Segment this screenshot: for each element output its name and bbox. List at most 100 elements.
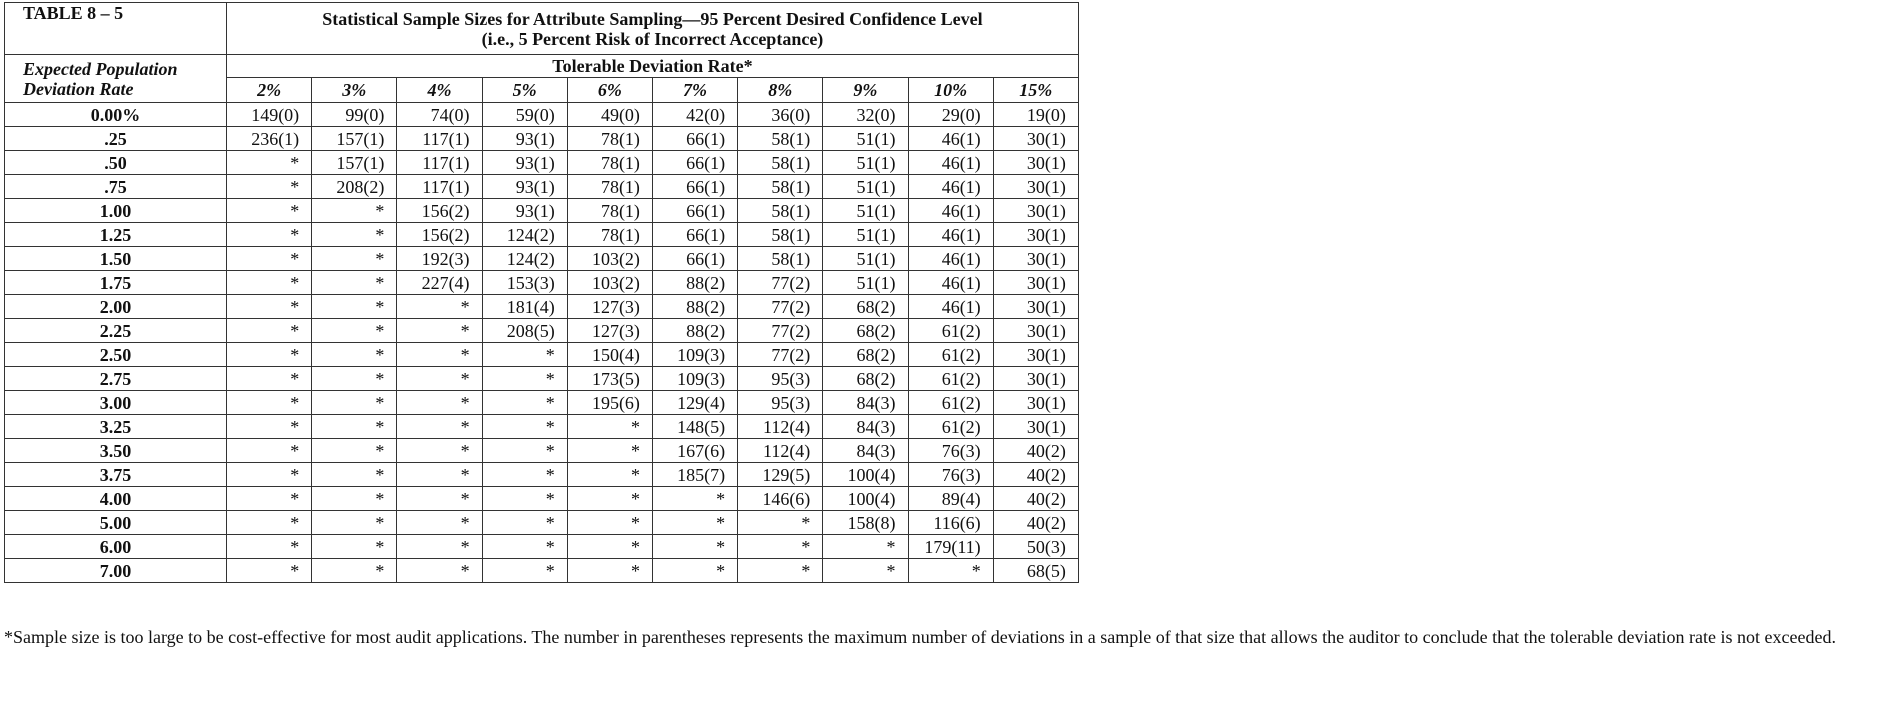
cell: 208(5): [481, 318, 568, 343]
data-row: 5.00 * * * * * * * 158(8) 116(6) 40(2): [4, 510, 1079, 535]
cell: *: [396, 390, 483, 415]
row-label: 2.50: [4, 342, 227, 367]
cell: 40(2): [992, 438, 1079, 463]
cell: *: [225, 150, 313, 175]
cell: 66(1): [651, 198, 739, 223]
row-label: 1.75: [4, 270, 227, 295]
cell: 58(1): [737, 198, 824, 223]
cell: 66(1): [651, 126, 739, 151]
data-row: 3.75 * * * * * 185(7) 129(5) 100(4) 76(3) 40(2): [4, 462, 1079, 487]
cell: *: [481, 390, 568, 415]
row-label: 3.75: [4, 462, 227, 487]
cell: *: [311, 366, 398, 391]
cell: *: [651, 534, 739, 559]
cell: 149(0): [225, 102, 313, 127]
cell: 30(1): [992, 366, 1079, 391]
row-label: 1.25: [4, 222, 227, 247]
cell: *: [225, 558, 313, 583]
table-label: TABLE 8 – 5: [4, 2, 227, 55]
cell: *: [396, 558, 483, 583]
cell: *: [651, 510, 739, 535]
cell: 29(0): [907, 102, 994, 127]
cell: 100(4): [822, 486, 909, 511]
cell: 84(3): [822, 414, 909, 439]
cell: *: [225, 270, 313, 295]
cell: *: [651, 486, 739, 511]
cell: *: [481, 534, 568, 559]
row-label: 3.00: [4, 390, 227, 415]
cell: *: [311, 222, 398, 247]
row-label: 1.00: [4, 198, 227, 223]
cell: 95(3): [737, 390, 824, 415]
cell: 192(3): [396, 246, 483, 271]
cell: 51(1): [822, 150, 909, 175]
cell: *: [311, 246, 398, 271]
cell: *: [311, 198, 398, 223]
cell: 99(0): [311, 102, 398, 127]
cell: 84(3): [822, 438, 909, 463]
cell: 58(1): [737, 150, 824, 175]
cell: *: [481, 486, 568, 511]
row-label: 2.00: [4, 294, 227, 319]
cell: *: [481, 510, 568, 535]
cell: *: [737, 558, 824, 583]
data-row: 1.00 * * 156(2) 93(1) 78(1) 66(1) 58(1) 51(1) 46(…: [4, 198, 1079, 223]
cell: 61(2): [907, 318, 994, 343]
header-row: 2% 3% 4% 5% 6% 7% 8% 9% 10% 15%: [5, 77, 1079, 103]
row-label: 7.00: [4, 558, 227, 583]
row-header-line: Deviation Rate: [23, 78, 134, 99]
cell: 30(1): [992, 126, 1079, 151]
cell: 61(2): [907, 390, 994, 415]
cell: 68(2): [822, 342, 909, 367]
cell: 173(5): [566, 366, 653, 391]
cell: *: [822, 558, 909, 583]
cell: *: [225, 366, 313, 391]
table-title: Statistical Sample Sizes for Attribute S…: [226, 2, 1079, 55]
data-row: 2.50 * * * * 150(4) 109(3) 77(2) 68(2) 61(2) 30(1): [4, 342, 1079, 367]
cell: 46(1): [907, 270, 994, 295]
cell: 40(2): [992, 510, 1079, 535]
column-header: 10%: [907, 77, 994, 103]
data-row: 7.00 * * * * * * * * * 68(5): [4, 558, 1079, 583]
cell: 76(3): [907, 462, 994, 487]
cell: *: [907, 558, 994, 583]
column-header: 5%: [481, 77, 568, 103]
cell: 30(1): [992, 246, 1079, 271]
cell: 66(1): [651, 174, 739, 199]
cell: *: [311, 534, 398, 559]
cell: *: [225, 222, 313, 247]
header-row: Expected Population Deviation Rate Tolerab…: [4, 54, 1079, 103]
cell: 84(3): [822, 390, 909, 415]
data-row: 1.50 * * 192(3) 124(2) 103(2) 66(1) 58(1) 51(1) 4…: [4, 246, 1079, 271]
cell: *: [311, 438, 398, 463]
table-body: 0.00% 149(0) 99(0) 74(0) 59(0) 49(0) 42(0) 36(0…: [4, 102, 1079, 583]
cell: 127(3): [566, 318, 653, 343]
cell: *: [396, 414, 483, 439]
cell: 146(6): [737, 486, 824, 511]
column-group: Tolerable Deviation Rate*: [226, 54, 1079, 78]
cell: 167(6): [651, 438, 739, 463]
cell: 30(1): [992, 198, 1079, 223]
data-row: 3.50 * * * * * 167(6) 112(4) 84(3) 76(3) 40(2): [4, 438, 1079, 463]
cell: *: [396, 318, 483, 343]
cell: 236(1): [225, 126, 313, 151]
data-row: 1.25 * * 156(2) 124(2) 78(1) 66(1) 58(1) 51(1) 46…: [4, 222, 1079, 247]
cell: *: [566, 534, 653, 559]
cell: 124(2): [481, 246, 568, 271]
cell: 58(1): [737, 222, 824, 247]
cell: 124(2): [481, 222, 568, 247]
cell: *: [225, 534, 313, 559]
cell: 30(1): [992, 270, 1079, 295]
cell: *: [566, 462, 653, 487]
cell: *: [396, 342, 483, 367]
cell: 88(2): [651, 270, 739, 295]
data-row: 4.00 * * * * * * 146(6) 100(4) 89(4) 40(2): [4, 486, 1079, 511]
cell: 68(2): [822, 318, 909, 343]
cell: 77(2): [737, 342, 824, 367]
cell: *: [311, 486, 398, 511]
cell: 32(0): [822, 102, 909, 127]
cell: *: [225, 246, 313, 271]
row-label: 5.00: [4, 510, 227, 535]
cell: *: [225, 198, 313, 223]
cell: 78(1): [566, 150, 653, 175]
